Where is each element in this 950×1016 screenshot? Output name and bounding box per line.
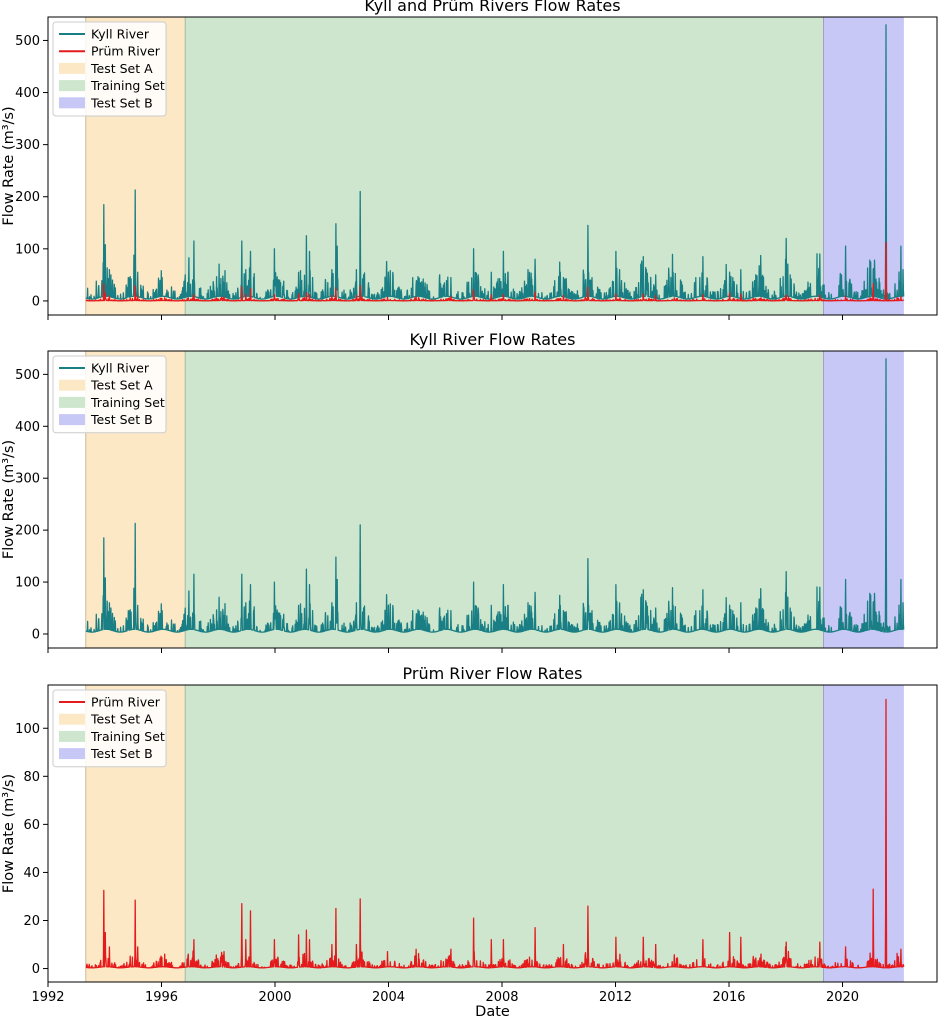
legend-box bbox=[52, 21, 167, 117]
span-test-set-b bbox=[823, 351, 904, 648]
legend: Kyll River Test Set A Training Set Test Set… bbox=[52, 355, 167, 434]
chart-title: Prüm River Flow Rates bbox=[403, 664, 583, 683]
legend-label-test-set-b: Test Set B bbox=[90, 412, 153, 427]
axes-frame bbox=[47, 16, 938, 316]
legend: Kyll River Prüm River Test Set A Training S… bbox=[52, 21, 167, 117]
x-tick-label: 2008 bbox=[485, 990, 518, 1005]
span-test-set-b bbox=[823, 685, 904, 982]
legend-box bbox=[52, 355, 167, 434]
legend-swatch-test-set-b bbox=[59, 748, 85, 760]
y-axis-label: Flow Rate (m³/s) bbox=[1, 774, 17, 893]
span-training-set bbox=[185, 351, 824, 648]
chart-panel-3: 0 20 40 60 80 100 1992 1996 2000 2004 2008 2012 2016… bbox=[1, 664, 938, 1016]
series-line-kyll-river bbox=[85, 358, 905, 633]
x-tick-label: 2004 bbox=[372, 990, 405, 1005]
legend-label-test-set-a: Test Set A bbox=[90, 712, 153, 727]
y-tick-label: 300 bbox=[15, 472, 40, 487]
legend-label-training-set: Training Set bbox=[90, 395, 165, 410]
chart-panel-2: 0 100 200 300 400 500 Kyll River Flow Rates Flo… bbox=[1, 330, 938, 653]
y-tick-label: 60 bbox=[23, 818, 40, 833]
y-tick-label: 200 bbox=[15, 524, 40, 539]
chart-panel-1: 0 100 200 300 400 500 Kyll and Prüm Rivers Flo… bbox=[1, 0, 938, 320]
series-group bbox=[85, 358, 905, 633]
y-tick-label: 500 bbox=[15, 368, 40, 383]
span-training-set bbox=[185, 685, 824, 982]
y-tick-label: 80 bbox=[23, 770, 40, 785]
legend-swatch-training-set bbox=[59, 80, 85, 92]
y-tick-label: 0 bbox=[32, 627, 40, 642]
x-tick-label: 2016 bbox=[712, 990, 745, 1005]
y-tick-label: 200 bbox=[15, 190, 40, 205]
x-tick-label: 1996 bbox=[145, 990, 178, 1005]
y-tick-label: 400 bbox=[15, 86, 40, 101]
series-line-kyll-river bbox=[85, 24, 905, 300]
legend-swatch-test-set-b bbox=[59, 414, 85, 426]
legend-label-test-set-b: Test Set B bbox=[90, 95, 153, 110]
legend-label-kyll-river: Kyll River bbox=[91, 27, 150, 42]
series-line-pr-m-river bbox=[85, 698, 905, 969]
legend-label-training-set: Training Set bbox=[90, 729, 165, 744]
x-tick-label: 2000 bbox=[258, 990, 291, 1005]
chart-title: Kyll River Flow Rates bbox=[410, 330, 576, 349]
legend-label-kyll-river: Kyll River bbox=[91, 361, 150, 376]
x-tick-label: 2012 bbox=[599, 990, 632, 1005]
legend-label-test-set-b: Test Set B bbox=[90, 746, 153, 761]
span-training-set bbox=[185, 17, 824, 315]
chart-title: Kyll and Prüm Rivers Flow Rates bbox=[364, 0, 620, 15]
y-axis-label: Flow Rate (m³/s) bbox=[1, 440, 17, 559]
legend-label-pr-m-river: Prüm River bbox=[91, 44, 161, 59]
series-group bbox=[85, 698, 905, 969]
legend-label-test-set-a: Test Set A bbox=[90, 378, 153, 393]
y-tick-label: 40 bbox=[23, 866, 40, 881]
y-tick-label: 0 bbox=[32, 294, 40, 309]
y-tick-label: 20 bbox=[23, 914, 40, 929]
y-tick-label: 100 bbox=[15, 576, 40, 591]
series-group bbox=[85, 24, 905, 302]
y-tick-label: 300 bbox=[15, 138, 40, 153]
legend-swatch-test-set-a bbox=[59, 379, 85, 391]
y-tick-label: 400 bbox=[15, 420, 40, 435]
legend-swatch-test-set-a bbox=[59, 62, 85, 74]
legend-swatch-training-set bbox=[59, 730, 85, 742]
y-tick-label: 500 bbox=[15, 34, 40, 49]
x-axis-label: Date bbox=[475, 1004, 510, 1016]
legend: Prüm River Test Set A Training Set Test Set… bbox=[52, 689, 167, 768]
legend-swatch-training-set bbox=[59, 396, 85, 408]
series-line-pr-m-river bbox=[85, 241, 905, 302]
axes-frame bbox=[47, 684, 938, 983]
y-tick-label: 100 bbox=[15, 722, 40, 737]
y-axis-label: Flow Rate (m³/s) bbox=[1, 106, 17, 225]
legend-box bbox=[52, 689, 167, 768]
x-tick-label: 1992 bbox=[31, 990, 64, 1005]
legend-label-training-set: Training Set bbox=[90, 78, 165, 93]
legend-label-test-set-a: Test Set A bbox=[90, 61, 153, 76]
y-tick-label: 100 bbox=[15, 242, 40, 257]
y-tick-label: 0 bbox=[32, 962, 40, 977]
legend-swatch-test-set-b bbox=[59, 97, 85, 109]
span-test-set-b bbox=[823, 17, 904, 315]
axes-frame bbox=[47, 350, 938, 649]
legend-label-pr-m-river: Prüm River bbox=[91, 695, 161, 710]
x-tick-label: 2020 bbox=[826, 990, 859, 1005]
legend-swatch-test-set-a bbox=[59, 713, 85, 725]
